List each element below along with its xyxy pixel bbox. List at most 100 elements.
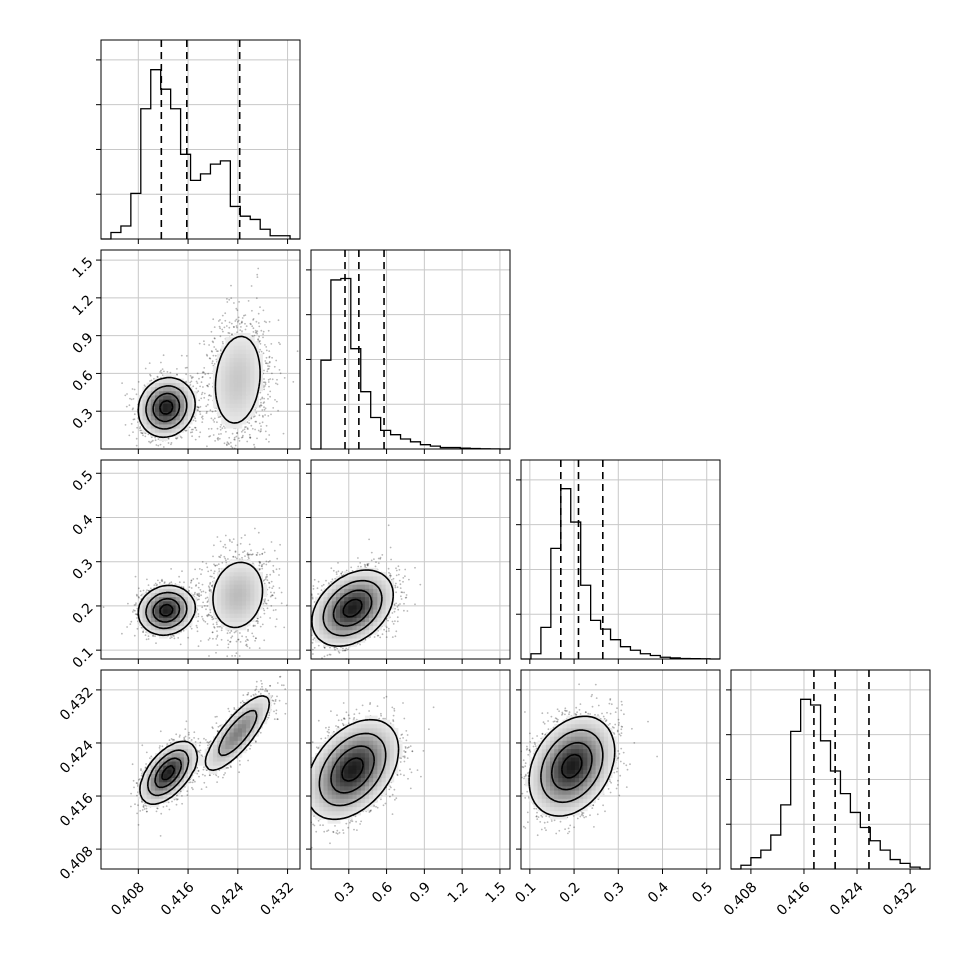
scatter-point bbox=[231, 446, 234, 449]
scatter-point bbox=[196, 372, 199, 375]
scatter-point bbox=[135, 437, 138, 440]
scatter-point bbox=[203, 605, 206, 607]
scatter-point bbox=[264, 414, 266, 416]
scatter-point bbox=[148, 440, 150, 443]
scatter-point bbox=[155, 584, 158, 587]
scatter-point bbox=[196, 630, 199, 633]
scatter-point bbox=[201, 371, 204, 374]
scatter-point bbox=[272, 407, 275, 409]
scatter-point bbox=[199, 640, 202, 642]
pair-0-1-frame bbox=[100, 249, 301, 450]
scatter-point bbox=[265, 560, 268, 563]
scatter-point bbox=[217, 437, 220, 439]
scatter-point bbox=[216, 427, 219, 430]
scatter-point bbox=[251, 325, 254, 328]
scatter-point bbox=[266, 575, 268, 578]
density-cell bbox=[229, 382, 234, 388]
scatter-point bbox=[213, 577, 216, 579]
scatter-point bbox=[264, 360, 267, 362]
density-cell bbox=[225, 399, 230, 404]
density-cell bbox=[237, 370, 243, 375]
density-cell bbox=[221, 403, 226, 408]
scatter-point bbox=[184, 367, 187, 369]
scatter-point bbox=[255, 320, 258, 323]
scatter-point bbox=[240, 430, 243, 433]
scatter-point bbox=[181, 570, 183, 573]
scatter-point bbox=[170, 568, 173, 570]
scatter-point bbox=[253, 334, 256, 337]
scatter-point bbox=[203, 340, 205, 343]
scatter-point bbox=[268, 582, 271, 584]
scatter-point bbox=[226, 632, 229, 635]
scatter-point bbox=[130, 423, 133, 425]
scatter-point bbox=[208, 394, 210, 397]
scatter-point bbox=[135, 602, 137, 604]
scatter-point bbox=[282, 432, 285, 435]
scatter-point bbox=[197, 620, 199, 623]
density-cell bbox=[188, 403, 193, 408]
scatter-point bbox=[197, 390, 200, 393]
density-cell bbox=[171, 419, 176, 425]
histogram-var-3: 0.408 0.416 0.424 0.432 bbox=[721, 670, 930, 919]
scatter-point bbox=[201, 561, 204, 563]
scatter-point bbox=[194, 426, 197, 429]
density-cell bbox=[229, 353, 234, 359]
scatter-point bbox=[262, 336, 264, 339]
density-cell bbox=[225, 382, 230, 388]
scatter-point bbox=[211, 410, 214, 413]
scatter-point bbox=[251, 632, 254, 635]
density-cell bbox=[171, 411, 176, 417]
scatter-point bbox=[208, 637, 211, 640]
scatter-point bbox=[259, 430, 262, 433]
scatter-point bbox=[201, 376, 204, 378]
scatter-point bbox=[176, 368, 178, 370]
scatter-point bbox=[196, 406, 199, 409]
density-cell bbox=[237, 349, 243, 354]
density-cell bbox=[246, 353, 251, 359]
scatter-point bbox=[201, 391, 204, 394]
scatter-point bbox=[221, 328, 224, 331]
scatter-point bbox=[161, 368, 164, 370]
scatter-point bbox=[227, 639, 229, 642]
scatter-point bbox=[202, 386, 204, 388]
scatter-point bbox=[185, 355, 188, 357]
scatter-point bbox=[200, 393, 203, 396]
scatter-point bbox=[137, 381, 140, 383]
x-tick-label: 0.408 bbox=[721, 879, 761, 919]
scatter-point bbox=[235, 318, 238, 321]
scatter-point bbox=[197, 613, 200, 615]
scatter-point bbox=[256, 622, 259, 625]
scatter-point bbox=[261, 421, 264, 424]
density-cell bbox=[229, 403, 234, 408]
density-cell bbox=[225, 349, 230, 354]
scatter-point bbox=[198, 399, 201, 402]
y-tick-label: 0.3 bbox=[70, 406, 97, 433]
density-cell bbox=[221, 386, 226, 392]
scatter-point bbox=[266, 370, 269, 373]
scatter-point bbox=[241, 556, 243, 559]
scatter-point bbox=[150, 440, 153, 443]
scatter-point bbox=[278, 341, 280, 344]
density-cell bbox=[221, 382, 226, 388]
scatter-point bbox=[269, 560, 271, 562]
scatter-point bbox=[206, 410, 208, 413]
scatter-point bbox=[245, 426, 247, 428]
scatter-point bbox=[125, 405, 128, 408]
scatter-point bbox=[226, 301, 229, 303]
density-cell bbox=[233, 341, 239, 346]
scatter-point bbox=[201, 583, 204, 586]
scatter-point bbox=[136, 426, 139, 429]
density-cell bbox=[237, 415, 243, 421]
scatter-point bbox=[257, 620, 259, 623]
y-tick-label: 0.1 bbox=[70, 644, 97, 671]
scatter-point bbox=[268, 360, 271, 363]
scatter-point bbox=[241, 635, 244, 638]
density-cell bbox=[217, 386, 222, 392]
density-cell bbox=[221, 395, 226, 400]
scatter-point bbox=[275, 359, 278, 362]
scatter-point bbox=[192, 419, 195, 422]
scatter-point bbox=[250, 417, 253, 419]
scatter-point bbox=[132, 418, 135, 421]
scatter-point bbox=[208, 344, 211, 346]
scatter-point bbox=[246, 421, 249, 424]
